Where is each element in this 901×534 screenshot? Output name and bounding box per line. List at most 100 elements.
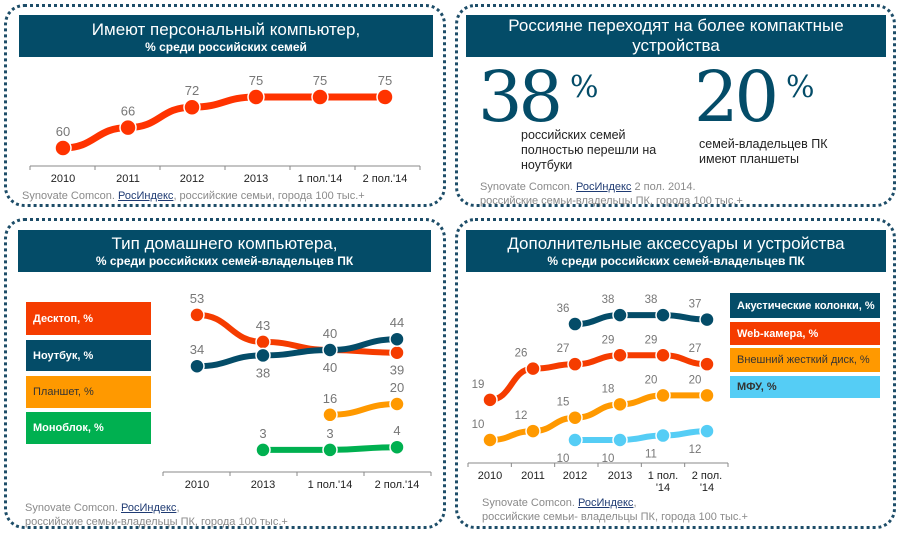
- legend-notebook: Ноутбук, %: [26, 340, 151, 371]
- x-tick-label: 2010: [185, 479, 209, 491]
- data-label: 19: [472, 379, 485, 391]
- series-line: [572, 312, 710, 328]
- text-line: ноутбуки: [521, 158, 573, 172]
- data-point: [655, 307, 671, 323]
- panel4-header: Дополнительные аксессуары и устройства %…: [466, 230, 886, 272]
- data-label: 38: [256, 365, 270, 380]
- data-point: [189, 307, 205, 323]
- text-line: имеют планшеты: [699, 152, 800, 166]
- data-label: 39: [390, 363, 404, 378]
- x-tick-label: 2012: [563, 470, 587, 482]
- data-label: 53: [190, 291, 204, 306]
- legend-desktop: Десктоп, %: [26, 302, 151, 335]
- data-label: 40: [323, 360, 337, 375]
- data-label: 34: [190, 342, 204, 357]
- source-text: ,: [633, 497, 637, 509]
- data-point: [389, 396, 405, 412]
- data-label: 10: [602, 453, 615, 465]
- x-tick-label: 2011: [116, 173, 140, 185]
- panel-computer-type: [4, 218, 446, 529]
- stat-tablet-text: семей-владельцев ПК имеют планшеты: [699, 137, 827, 167]
- rosindex-link[interactable]: РосИндекс: [576, 181, 632, 193]
- data-point: [655, 387, 671, 404]
- x-tick-label: '14: [656, 482, 670, 494]
- data-point: [525, 360, 541, 377]
- series-line: [327, 401, 400, 418]
- data-point: [311, 88, 329, 106]
- panel1-title: Имеют персональный компьютер,: [91, 20, 361, 39]
- x-tick-label: 2010: [478, 470, 502, 482]
- data-label: 38: [645, 294, 658, 306]
- data-label: 75: [313, 73, 327, 88]
- data-point: [189, 358, 205, 374]
- data-label: 40: [323, 326, 337, 341]
- data-point: [389, 344, 405, 361]
- panel4-title: Дополнительные аксессуары и устройства: [507, 234, 845, 253]
- source-text: Synovate Comcon.: [25, 502, 121, 514]
- data-point: [655, 347, 671, 364]
- x-tick-label: 2013: [244, 173, 268, 185]
- data-point: [655, 427, 671, 444]
- data-point: [525, 423, 541, 439]
- data-point: [376, 88, 394, 106]
- data-point: [255, 442, 271, 458]
- data-label: 38: [602, 294, 615, 306]
- rosindex-link[interactable]: РосИндекс: [578, 497, 634, 509]
- data-point: [54, 139, 72, 157]
- data-label: 20: [645, 374, 658, 386]
- x-tick-label: '14: [700, 482, 714, 494]
- series-line: [194, 311, 400, 356]
- panel3-title: Тип домашнего компьютера,: [111, 234, 338, 253]
- data-point: [183, 98, 201, 116]
- x-tick-label: 1 пол.'14: [298, 173, 343, 185]
- x-tick-label: 1 пол.: [648, 470, 678, 482]
- stat-laptop-value: 38: [478, 56, 563, 138]
- stat-laptop-unit: %: [570, 70, 599, 105]
- data-label: 18: [602, 383, 615, 395]
- data-label: 3: [259, 426, 266, 441]
- stat-tablet-value: 20: [694, 56, 779, 138]
- data-point: [699, 423, 715, 439]
- data-label: 44: [390, 315, 404, 330]
- data-point: [119, 118, 137, 137]
- data-label: 36: [557, 303, 570, 315]
- data-label: 20: [689, 374, 702, 386]
- x-tick-label: 2013: [251, 479, 275, 491]
- data-point: [482, 432, 498, 448]
- text-line: полностью перешли на: [521, 143, 657, 157]
- data-point: [322, 407, 338, 423]
- data-label: 11: [645, 449, 657, 461]
- x-tick-label: 2013: [608, 470, 632, 482]
- data-point: [612, 307, 628, 323]
- legend-external-disk: Внешний жесткий диск, %: [730, 348, 880, 372]
- series-line: [59, 93, 389, 152]
- data-point: [482, 392, 498, 408]
- data-point: [699, 311, 715, 328]
- x-tick-label: 2 пол.'14: [363, 173, 408, 185]
- panel3-subtitle: % среди российских семей-владельцев ПК: [95, 254, 354, 268]
- data-point: [322, 342, 338, 358]
- rosindex-link[interactable]: РосИндекс: [118, 190, 174, 202]
- data-point: [322, 442, 338, 458]
- panel-compact-devices: [455, 4, 896, 207]
- data-point: [567, 356, 583, 372]
- legend-webcam: Web-камера, %: [730, 322, 880, 345]
- source-text: 2 пол. 2014.: [631, 181, 696, 193]
- legend-monoblock: Моноблок, %: [26, 412, 151, 444]
- rosindex-link[interactable]: РосИндекс: [121, 502, 177, 514]
- data-label: 37: [689, 299, 702, 311]
- data-point: [389, 331, 405, 347]
- source-text: Synovate Comcon.: [482, 497, 578, 509]
- data-point: [389, 439, 405, 455]
- panel3-source: Synovate Comcon. РосИндекс, российские с…: [25, 501, 288, 529]
- data-label: 10: [472, 419, 485, 431]
- legend-mfp: МФУ, %: [730, 376, 880, 398]
- data-label: 16: [323, 391, 337, 406]
- source-text: Synovate Comcon.: [480, 181, 576, 193]
- x-tick-label: 2 пол.'14: [375, 479, 420, 491]
- data-label: 26: [515, 348, 528, 360]
- panel2-header: Россияне переходят на более компактные у…: [466, 15, 886, 57]
- source-text: Synovate Comcon.: [22, 190, 118, 202]
- data-label: 72: [185, 83, 199, 98]
- panel2-title: Россияне переходят на более компактные у…: [508, 16, 844, 55]
